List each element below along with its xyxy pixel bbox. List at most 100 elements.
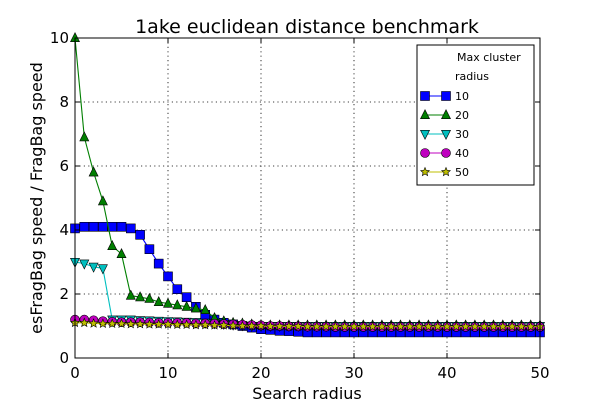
data-point-50 [386, 321, 397, 331]
legend-label-30: 30 [455, 128, 469, 141]
data-point-50 [88, 318, 99, 328]
data-point-50 [516, 321, 527, 331]
legend-entry-40: 40 [420, 147, 469, 160]
data-point-50 [423, 321, 434, 331]
data-point-20 [135, 291, 146, 302]
x-axis-label: Search radius [252, 384, 362, 400]
data-point-10 [126, 223, 136, 234]
data-point-50 [376, 321, 387, 331]
series-50 [69, 317, 546, 331]
data-point-50 [144, 319, 155, 329]
data-point-10 [172, 284, 183, 295]
data-point-50 [209, 320, 220, 330]
legend-entry-50: 50 [419, 166, 469, 179]
data-point-50 [330, 321, 341, 331]
data-point-30 [79, 259, 90, 270]
y-tick-label: 4 [59, 221, 69, 239]
data-point-20 [107, 240, 118, 250]
y-tick-label: 0 [59, 349, 69, 367]
y-tick-label: 8 [59, 93, 69, 111]
data-point-50 [172, 319, 183, 329]
data-point-10 [153, 258, 164, 269]
data-point-50 [395, 321, 406, 331]
data-point-20 [200, 304, 211, 315]
data-point-50 [283, 321, 294, 331]
data-point-50 [497, 321, 508, 331]
data-point-50 [367, 321, 378, 331]
y-tick-label: 2 [59, 285, 69, 303]
data-point-20 [172, 299, 183, 310]
legend-marker-40 [420, 148, 430, 158]
data-point-50 [339, 321, 350, 331]
legend-marker-20 [420, 109, 430, 119]
data-point-50 [311, 321, 322, 331]
x-tick-label: 40 [437, 364, 456, 382]
data-point-30 [88, 262, 99, 273]
legend-marker-50 [440, 166, 452, 177]
data-point-50 [228, 320, 239, 330]
data-point-50 [479, 321, 490, 331]
data-point-50 [255, 320, 267, 331]
legend-entry-20: 20 [420, 109, 469, 122]
data-point-10 [88, 222, 99, 232]
legend-title-line-1: Max cluster [457, 51, 521, 64]
data-point-50 [265, 321, 276, 331]
data-point-10 [135, 230, 145, 240]
data-point-50 [79, 317, 90, 328]
data-point-10 [181, 292, 192, 303]
y-axis-label: esFragBag speed / FragBag speed [27, 62, 46, 334]
legend-marker-10 [441, 91, 451, 101]
data-point-50 [469, 321, 480, 331]
data-point-50 [200, 319, 211, 330]
data-point-20 [190, 302, 201, 313]
data-point-50 [237, 320, 248, 331]
legend-label-50: 50 [455, 166, 469, 179]
data-point-20 [153, 296, 164, 307]
data-point-50 [116, 318, 127, 329]
x-tick-label: 20 [251, 364, 270, 382]
legend: Max cluster radius 10 20 30 40 50 [416, 44, 535, 186]
chart-title: 1ake euclidean distance benchmark [135, 16, 479, 38]
y-tick-label: 6 [59, 157, 69, 175]
data-point-30 [97, 264, 108, 275]
legend-marker-30 [441, 130, 451, 140]
axes-frame [74, 37, 541, 359]
data-point-50 [274, 321, 285, 331]
data-point-50 [293, 321, 304, 331]
data-point-50 [414, 321, 425, 331]
data-point-50 [153, 319, 164, 329]
data-point-50 [441, 321, 453, 331]
data-point-10 [163, 271, 173, 282]
data-point-10 [98, 222, 108, 232]
legend-entry-10: 10 [420, 90, 469, 103]
legend-label-10: 10 [455, 90, 469, 103]
data-point-50 [432, 321, 443, 331]
x-tick-label: 50 [530, 364, 549, 382]
legend-marker-10 [420, 91, 430, 101]
data-point-50 [190, 319, 201, 330]
data-point-50 [525, 321, 536, 331]
data-point-50 [162, 319, 174, 329]
data-point-50 [321, 321, 332, 331]
legend-label-20: 20 [455, 109, 469, 122]
data-point-50 [460, 321, 471, 331]
data-point-50 [507, 321, 518, 331]
legend-marker-20 [441, 109, 451, 119]
data-point-50 [488, 321, 499, 331]
data-point-50 [246, 320, 257, 331]
data-point-50 [404, 321, 415, 331]
x-tick-label: 0 [70, 364, 80, 382]
data-point-10 [144, 244, 155, 254]
data-point-50 [181, 319, 192, 329]
data-point-50 [451, 321, 462, 331]
axes-layer: 0 10 20 30 40 50 0 2 4 6 8 10 [50, 29, 550, 382]
data-point-50 [358, 321, 369, 331]
data-point-50 [97, 318, 108, 329]
data-point-20 [97, 195, 108, 206]
legend-title-line-2: radius [455, 70, 489, 83]
y-tick-label: 10 [50, 29, 69, 47]
data-point-20 [144, 292, 155, 303]
legend-label-40: 40 [455, 147, 469, 160]
